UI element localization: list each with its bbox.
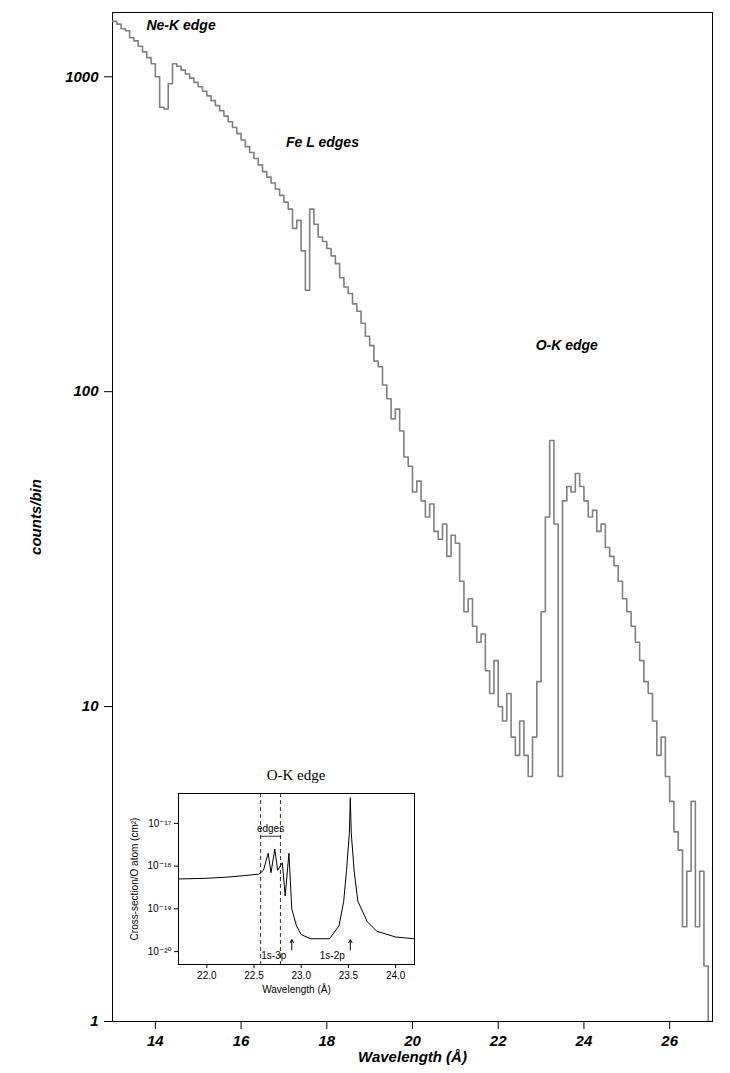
svg-text:14: 14 [147,1032,164,1049]
svg-text:1s-3p: 1s-3p [261,950,286,961]
svg-text:1s-2p: 1s-2p [320,950,345,961]
svg-text:10⁻¹⁹: 10⁻¹⁹ [147,903,171,914]
svg-text:1: 1 [90,1012,98,1029]
svg-text:23.0: 23.0 [291,970,311,981]
svg-text:counts/bin: counts/bin [27,479,44,555]
svg-text:Cross-section/O atom (cm²): Cross-section/O atom (cm²) [129,818,140,941]
svg-text:100: 100 [73,382,99,399]
svg-text:26: 26 [660,1032,678,1049]
svg-text:22.5: 22.5 [244,970,264,981]
svg-text:Ne-K edge: Ne-K edge [146,17,215,33]
svg-text:O-K edge: O-K edge [536,337,598,353]
svg-text:10: 10 [82,697,99,714]
svg-text:18: 18 [318,1032,335,1049]
svg-text:24: 24 [575,1032,593,1049]
svg-text:23.5: 23.5 [339,970,359,981]
svg-text:16: 16 [233,1032,250,1049]
svg-text:10⁻¹⁷: 10⁻¹⁷ [148,818,172,829]
svg-text:22: 22 [489,1032,507,1049]
svg-text:Wavelength (Å): Wavelength (Å) [262,983,331,995]
svg-text:Wavelength (Å): Wavelength (Å) [358,1048,467,1065]
svg-text:10⁻²⁰: 10⁻²⁰ [148,946,172,957]
html-text:O-K edge: O-K edge [266,767,326,783]
svg-text:1000: 1000 [65,68,99,85]
svg-text:20: 20 [404,1032,421,1050]
svg-text:10⁻¹⁸: 10⁻¹⁸ [148,860,172,871]
svg-text:24.0: 24.0 [386,970,406,981]
svg-text:edges: edges [257,823,284,834]
svg-text:22.0: 22.0 [197,970,217,981]
svg-text:Fe L edges: Fe L edges [286,134,359,150]
